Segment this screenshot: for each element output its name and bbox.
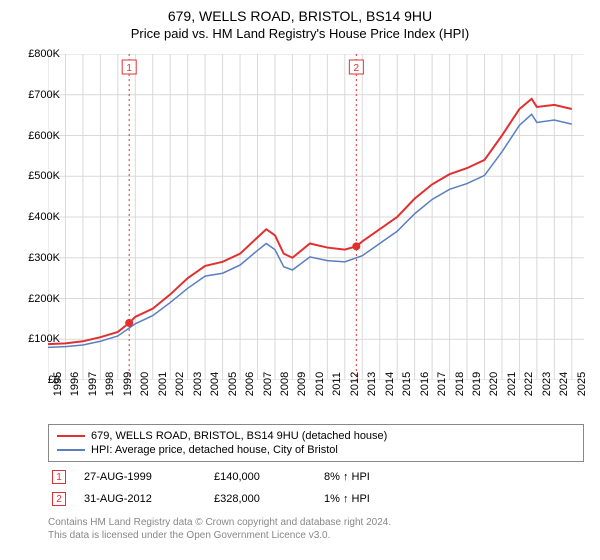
chart-plot-area: 12 [48,54,584,380]
legend-swatch-hpi [57,449,85,451]
footer-line1: Contains HM Land Registry data © Crown c… [48,516,584,529]
sale-pct-2: 1% ↑ HPI [324,493,414,505]
sales-table: 1 27-AUG-1999 £140,000 8% ↑ HPI 2 31-AUG… [48,466,584,510]
sale-row-2: 2 31-AUG-2012 £328,000 1% ↑ HPI [48,488,584,510]
legend-box: 679, WELLS ROAD, BRISTOL, BS14 9HU (deta… [48,424,584,462]
legend-swatch-property [57,435,85,437]
chart-title: 679, WELLS ROAD, BRISTOL, BS14 9HU [0,0,600,24]
legend-label-property: 679, WELLS ROAD, BRISTOL, BS14 9HU (deta… [91,430,387,442]
chart-svg: 12 [48,54,584,380]
sale-price-1: £140,000 [214,471,324,483]
sale-price-2: £328,000 [214,493,324,505]
sale-row-1: 1 27-AUG-1999 £140,000 8% ↑ HPI [48,466,584,488]
sale-marker-1: 1 [52,470,66,484]
chart-subtitle: Price paid vs. HM Land Registry's House … [0,24,600,47]
sale-marker-2-num: 2 [56,494,62,505]
sale-date-1: 27-AUG-1999 [84,471,214,483]
svg-text:2: 2 [354,63,360,74]
footer-attribution: Contains HM Land Registry data © Crown c… [48,516,584,542]
sale-date-2: 31-AUG-2012 [84,493,214,505]
svg-text:1: 1 [126,63,132,74]
sale-marker-1-num: 1 [56,472,62,483]
legend-label-hpi: HPI: Average price, detached house, City… [91,444,338,456]
sale-pct-1: 8% ↑ HPI [324,471,414,483]
footer-line2: This data is licensed under the Open Gov… [48,529,584,542]
legend-item-hpi: HPI: Average price, detached house, City… [57,443,575,457]
chart-container: 679, WELLS ROAD, BRISTOL, BS14 9HU Price… [0,0,600,560]
legend-item-property: 679, WELLS ROAD, BRISTOL, BS14 9HU (deta… [57,429,575,443]
sale-marker-2: 2 [52,492,66,506]
